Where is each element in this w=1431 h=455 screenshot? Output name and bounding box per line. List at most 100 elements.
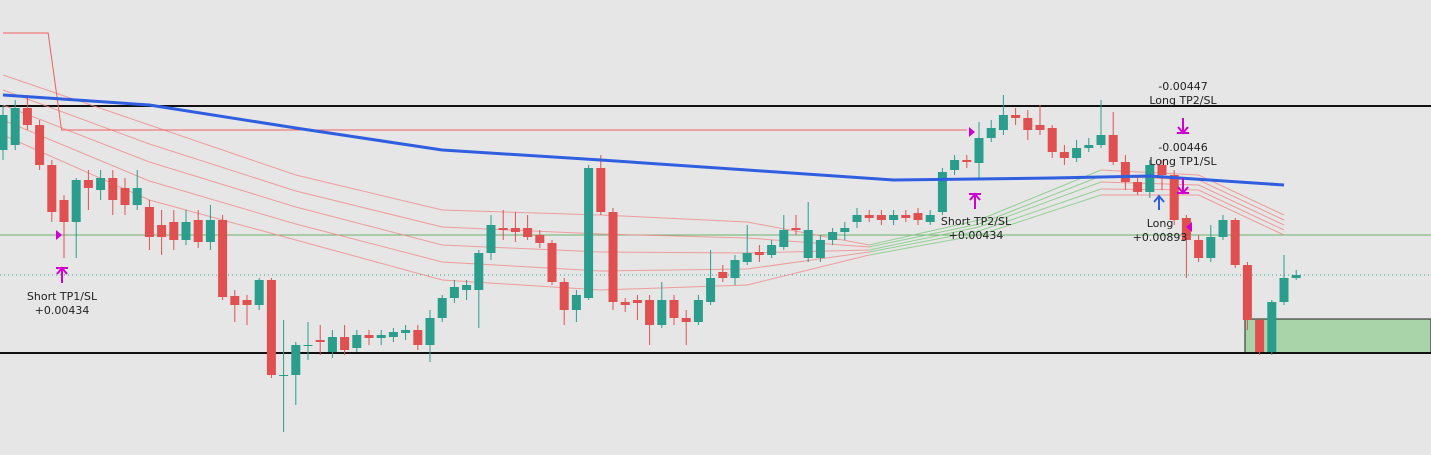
ribbon-line bbox=[295, 190, 443, 228]
ribbon-line bbox=[747, 254, 870, 286]
candle-body bbox=[486, 225, 496, 253]
candle-body bbox=[962, 160, 972, 162]
candle-body bbox=[1194, 240, 1204, 258]
ribbon-line bbox=[978, 175, 1102, 225]
candle-body bbox=[767, 245, 777, 255]
candle-body bbox=[59, 200, 69, 222]
ribbon-line bbox=[869, 234, 980, 256]
signal-marker bbox=[1186, 222, 1192, 232]
candle-body bbox=[352, 335, 362, 348]
candle-body bbox=[608, 212, 618, 302]
candle-body bbox=[645, 300, 655, 325]
candle-body bbox=[998, 115, 1008, 130]
moving-average bbox=[2, 93, 1285, 187]
candle-body bbox=[157, 225, 167, 237]
ribbon-line bbox=[2, 119, 150, 182]
ribbon-line bbox=[1198, 194, 1285, 236]
candle-body bbox=[718, 272, 728, 278]
stop-line bbox=[3, 32, 967, 131]
annotation: +0.00434 bbox=[35, 304, 90, 317]
ribbon-line bbox=[869, 230, 980, 253]
candle-body bbox=[315, 340, 325, 342]
candle-body bbox=[852, 215, 862, 222]
ribbon-line bbox=[295, 239, 443, 281]
candle-body bbox=[986, 128, 996, 138]
candle-body bbox=[10, 108, 20, 145]
candle-body bbox=[388, 332, 398, 337]
signal-marker bbox=[969, 127, 975, 137]
candle-body bbox=[242, 300, 252, 305]
candle-body bbox=[413, 330, 423, 345]
arrow-up bbox=[56, 266, 68, 283]
candle-body bbox=[1279, 278, 1289, 302]
ribbon-line bbox=[442, 209, 601, 216]
candle-body bbox=[815, 240, 825, 258]
candle-body bbox=[791, 228, 801, 230]
candle-body bbox=[706, 278, 716, 302]
candle-body bbox=[547, 243, 557, 282]
candle-body bbox=[1157, 165, 1167, 175]
ribbon-line bbox=[600, 251, 748, 254]
candle-body bbox=[205, 220, 215, 242]
candle-body bbox=[803, 230, 813, 258]
candle-body bbox=[1096, 135, 1106, 145]
ribbon-line bbox=[149, 143, 296, 192]
candle-body bbox=[742, 253, 752, 262]
ribbon-line bbox=[295, 206, 443, 246]
ribbon-line bbox=[442, 226, 601, 235]
ribbon-line bbox=[869, 226, 980, 251]
candle-body bbox=[523, 228, 533, 237]
candle-body bbox=[291, 345, 301, 375]
candle-body bbox=[327, 337, 337, 352]
ribbon-line bbox=[442, 244, 601, 253]
candle-body bbox=[596, 168, 606, 212]
arrow-up bbox=[969, 192, 981, 209]
arrow-down bbox=[1177, 178, 1189, 195]
candle-body bbox=[1255, 320, 1265, 352]
candle-body bbox=[974, 138, 984, 163]
annotation: +0.00434 bbox=[949, 229, 1004, 242]
candle-body bbox=[889, 215, 899, 220]
candle-body bbox=[1242, 265, 1252, 320]
candle-body bbox=[669, 300, 679, 318]
candle-body bbox=[364, 335, 374, 338]
candle-body bbox=[571, 295, 581, 310]
candle-body bbox=[120, 188, 130, 205]
candle-body bbox=[950, 160, 960, 170]
candle-body bbox=[449, 287, 459, 298]
candle-body bbox=[730, 260, 740, 278]
annotation: Long TP2/SL bbox=[1149, 94, 1217, 107]
candle-body bbox=[754, 252, 764, 255]
ribbon-line bbox=[149, 124, 296, 176]
annotation: Short TP1/SL bbox=[27, 290, 98, 303]
candle-body bbox=[535, 235, 545, 243]
candle-body bbox=[96, 178, 106, 190]
candle-body bbox=[401, 330, 411, 333]
ribbon-line bbox=[978, 188, 1102, 232]
candle-body bbox=[230, 296, 240, 305]
candle-body bbox=[462, 285, 472, 290]
marks bbox=[0, 32, 1431, 432]
candle-body bbox=[559, 282, 569, 310]
candle-body bbox=[779, 230, 789, 247]
candle-body bbox=[71, 180, 81, 222]
candle-body bbox=[1072, 148, 1082, 158]
candle-body bbox=[620, 302, 630, 305]
ribbon-line bbox=[1198, 179, 1285, 221]
ribbon-line bbox=[869, 219, 980, 246]
annotation: -0.00446 bbox=[1158, 141, 1207, 154]
ribbon-line bbox=[600, 214, 748, 223]
candle-body bbox=[498, 228, 508, 230]
candle-body bbox=[132, 188, 142, 205]
signals bbox=[56, 118, 1192, 283]
candle-body bbox=[1011, 115, 1021, 118]
candle-body bbox=[218, 220, 228, 297]
annotation: Long TP1/SL bbox=[1149, 155, 1217, 168]
candle-body bbox=[1023, 118, 1033, 130]
candle-body bbox=[681, 318, 691, 322]
candle-body bbox=[657, 300, 667, 325]
ribbon-line bbox=[442, 279, 601, 291]
candle-body bbox=[1145, 165, 1155, 192]
candle-body bbox=[876, 215, 886, 220]
